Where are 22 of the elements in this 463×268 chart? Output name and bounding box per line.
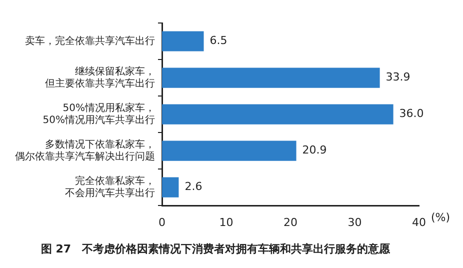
data-label: 20.9 — [302, 144, 327, 157]
bar — [162, 140, 296, 161]
bar — [162, 68, 380, 88]
bar — [162, 177, 179, 198]
x-tick-label: 10 — [219, 216, 234, 230]
data-label: 36.0 — [399, 107, 424, 120]
data-label: 6.5 — [210, 34, 228, 48]
text: 图 27 不考虑价格因素情况下消费者对拥有车辆和共享出行服务的意愿 — [40, 242, 392, 256]
x-axis-title: (%) — [431, 210, 450, 224]
data-label: 2.6 — [184, 180, 202, 194]
data-label: 33.9 — [386, 70, 410, 84]
y-tick-label: 完全依靠私家车，不会用汽车共享出行 — [65, 174, 155, 199]
y-tick-label: 继续保留私家车，但主要依靠共享汽车出行 — [45, 65, 155, 90]
x-tick-label: 40 — [412, 216, 426, 230]
y-tick-label: 50%情况用私家车，50%情况用汽车共享出行 — [42, 102, 155, 126]
x-tick-label: 20 — [284, 216, 298, 230]
y-tick-label: 卖车，完全依靠共享汽车出行 — [25, 34, 155, 47]
bar — [162, 31, 204, 52]
x-tick-label: 0 — [158, 216, 166, 230]
x-tick-label: 30 — [348, 216, 362, 230]
bar — [162, 104, 394, 124]
y-tick-label: 多数情况下依靠私家车，偶尔依靠共享汽车解决出行问题 — [15, 138, 155, 162]
